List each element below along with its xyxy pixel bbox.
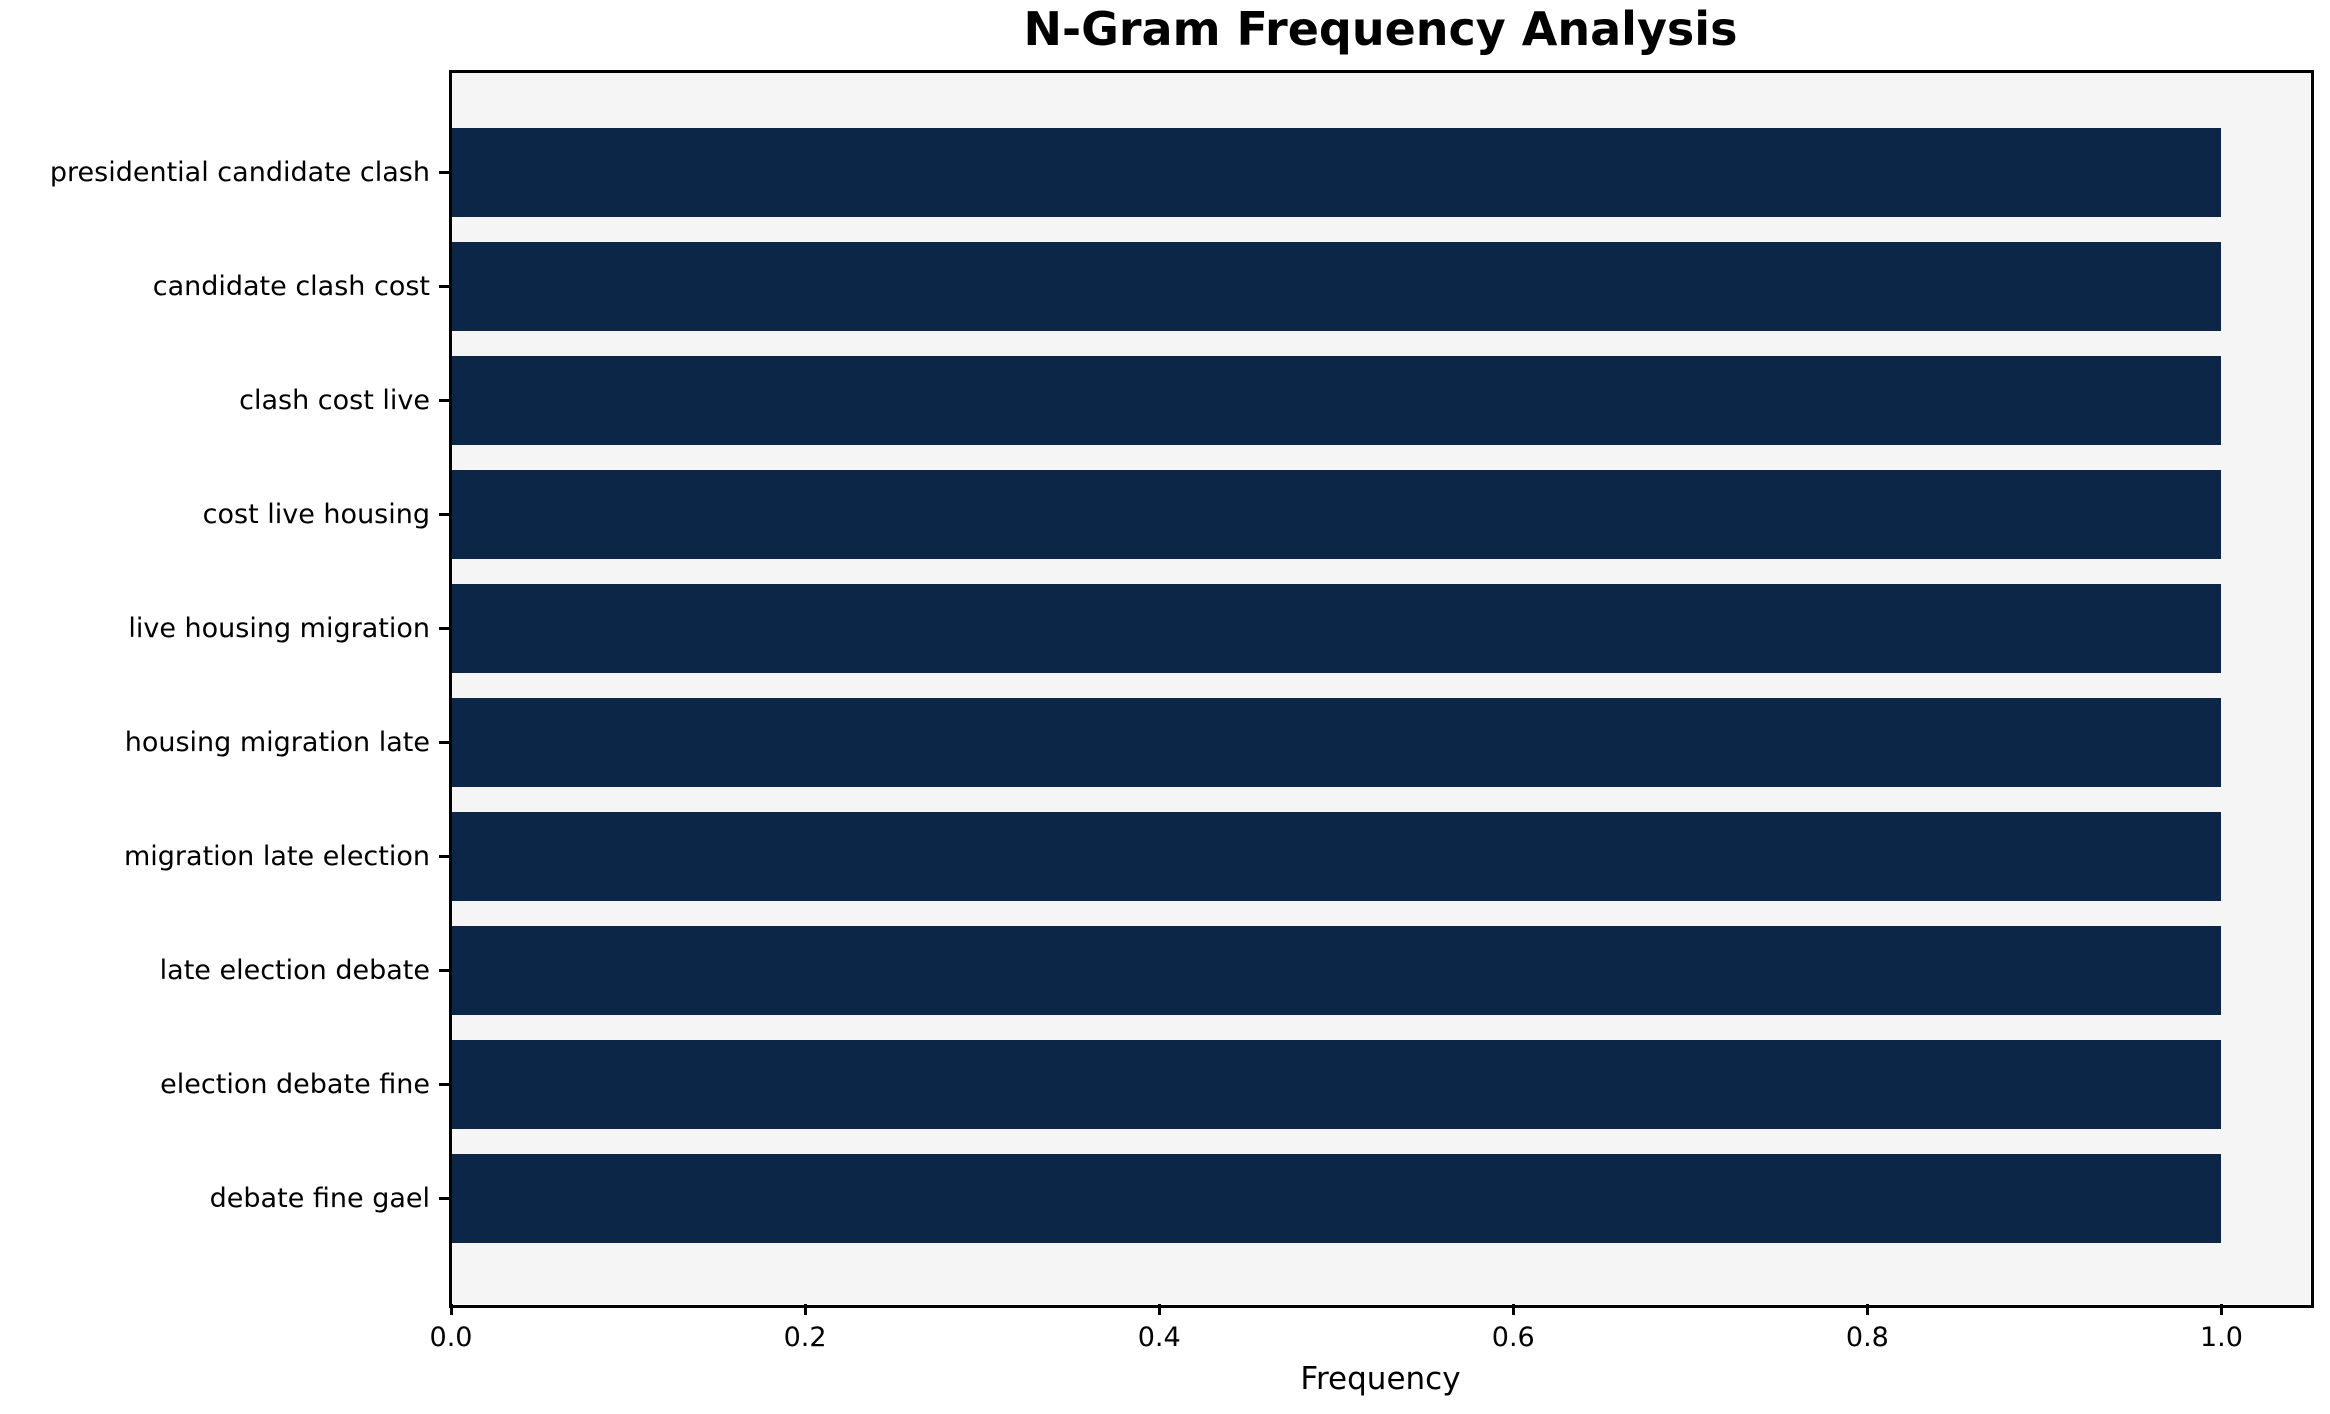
- y-tick-label: presidential candidate clash: [49, 156, 430, 188]
- x-tick-mark: [1157, 1304, 1161, 1315]
- bar: [451, 812, 2222, 901]
- bar: [451, 128, 2222, 217]
- y-tick-label: candidate clash cost: [152, 270, 430, 302]
- y-tick-label: migration late election: [123, 840, 430, 872]
- x-tick-label: 0.4: [1137, 1322, 1181, 1353]
- bar: [451, 356, 2222, 445]
- y-tick-label: debate fine gael: [209, 1182, 430, 1214]
- x-tick-label: 0.8: [1845, 1322, 1889, 1353]
- x-tick-mark: [2219, 1304, 2223, 1315]
- y-tick-mark: [439, 285, 450, 288]
- x-tick-label: 0.0: [429, 1322, 473, 1353]
- y-tick-mark: [439, 969, 450, 972]
- x-tick-label: 0.6: [1491, 1322, 1535, 1353]
- bar: [451, 470, 2222, 559]
- x-axis-title: Frequency: [1300, 1361, 1461, 1397]
- x-tick-mark: [803, 1304, 807, 1315]
- y-tick-mark: [439, 171, 450, 174]
- plot-area: [451, 72, 2310, 1304]
- y-tick-mark: [439, 513, 450, 516]
- bar: [451, 698, 2222, 787]
- x-tick-mark: [1511, 1304, 1515, 1315]
- bar: [451, 1040, 2222, 1129]
- y-tick-label: election debate fine: [160, 1068, 430, 1100]
- x-tick-label: 0.2: [783, 1322, 827, 1353]
- y-tick-label: housing migration late: [124, 726, 430, 758]
- y-tick-label: live housing migration: [128, 612, 430, 644]
- y-tick-label: late election debate: [159, 954, 430, 986]
- y-tick-mark: [439, 399, 450, 402]
- bar: [451, 1154, 2222, 1243]
- y-tick-mark: [439, 1197, 450, 1200]
- y-tick-mark: [439, 1083, 450, 1086]
- y-tick-mark: [439, 627, 450, 630]
- y-tick-label: cost live housing: [202, 498, 430, 530]
- bar: [451, 584, 2222, 673]
- bar: [451, 926, 2222, 1015]
- y-tick-mark: [439, 855, 450, 858]
- x-tick-mark: [449, 1304, 453, 1315]
- bar: [451, 242, 2222, 331]
- y-tick-label: clash cost live: [239, 384, 430, 416]
- x-tick-mark: [1865, 1304, 1869, 1315]
- chart-title: N-Gram Frequency Analysis: [1023, 2, 1738, 56]
- x-tick-label: 1.0: [2199, 1322, 2243, 1353]
- y-tick-mark: [439, 741, 450, 744]
